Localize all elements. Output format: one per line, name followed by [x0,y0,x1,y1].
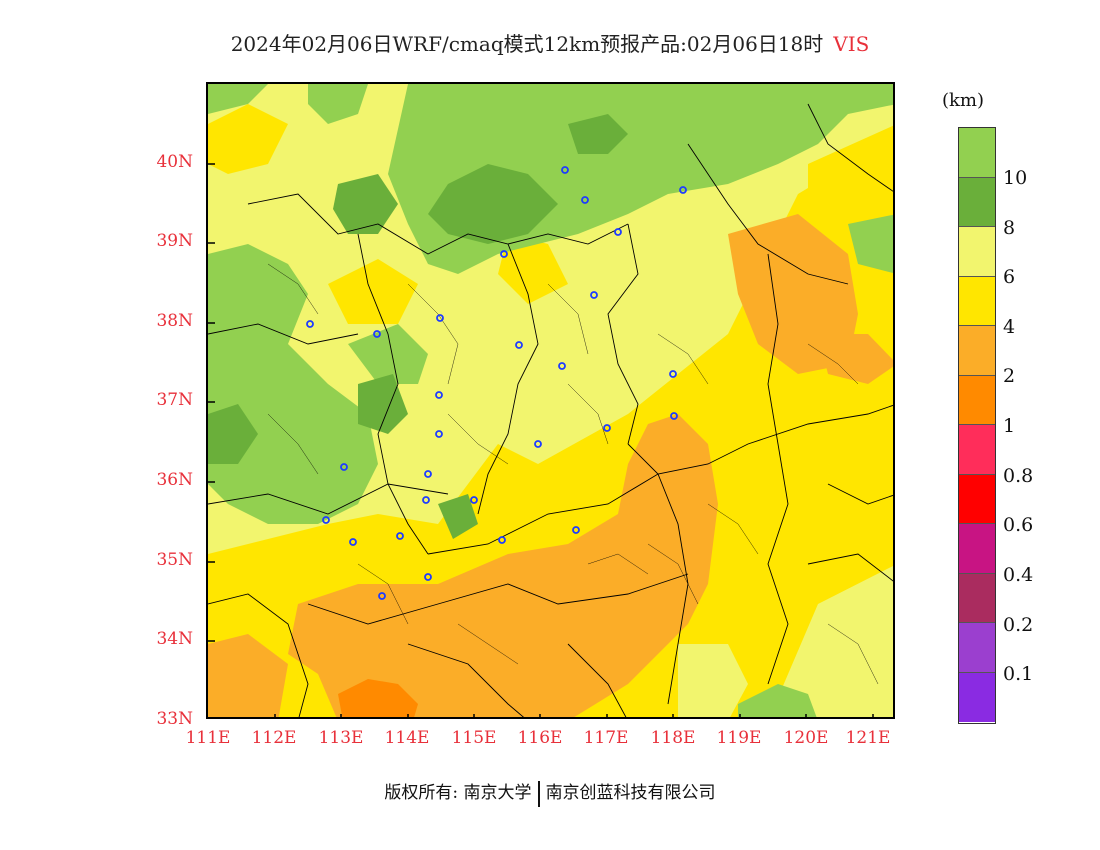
lon-label-115e: 115E [451,728,497,748]
title-main: 2024年02月06日WRF/cmaq模式12km预报产品:02月06日18时 [230,32,824,56]
lon-label-118e: 118E [650,728,696,748]
company-name: 南京创蓝科技有限公司 [545,783,716,803]
colorbar-label-2: 2 [1003,365,1016,387]
colorbar-label-0-6: 0.6 [1003,514,1034,536]
lon-label-120e: 120E [783,728,829,748]
title-variable: VIS [833,32,870,56]
colorbar-label-0-2: 0.2 [1003,614,1034,636]
colorbar-label-0-8: 0.8 [1003,465,1034,487]
colorbar-segment [959,474,995,524]
colorbar-label-10: 10 [1003,167,1028,189]
lon-label-117e: 117E [583,728,629,748]
visibility-field [208,84,893,717]
colorbar-segment [959,524,995,574]
map-title: 2024年02月06日WRF/cmaq模式12km预报产品:02月06日18时 V… [0,28,1100,57]
colorbar-segment [959,276,995,326]
colorbar-label-6: 6 [1003,266,1016,288]
colorbar-segment [959,375,995,425]
colorbar-segment [959,573,995,623]
lon-label-113e: 113E [318,728,364,748]
lon-label-112e: 112E [251,728,297,748]
colorbar-segment [959,326,995,376]
lat-label-37n: 37N [156,390,193,410]
lon-label-111e: 111E [185,728,231,748]
colorbar-segment [959,177,995,227]
lat-label-40n: 40N [156,152,193,172]
lat-label-39n: 39N [156,231,193,251]
copyright-text: 版权所有: 南京大学 [384,783,532,803]
lat-label-33n: 33N [156,709,193,729]
colorbar-segment [959,425,995,475]
lat-label-34n: 34N [156,629,193,649]
lon-label-121e: 121E [845,728,891,748]
colorbar-label-1: 1 [1003,415,1016,437]
visibility-map [206,82,895,719]
lon-label-114e: 114E [384,728,430,748]
lat-label-36n: 36N [156,470,193,490]
colorbar-label-0-1: 0.1 [1003,663,1034,685]
lon-label-119e: 119E [716,728,762,748]
lat-label-38n: 38N [156,311,193,331]
colorbar-label-4: 4 [1003,316,1016,338]
colorbar-unit: (km) [942,90,985,111]
colorbar-segment [959,227,995,277]
colorbar-segment [959,623,995,673]
colorbar-label-0-4: 0.4 [1003,564,1034,586]
colorbar-segment [959,128,995,178]
colorbar [958,127,996,724]
colorbar-segment [959,672,995,722]
lat-label-35n: 35N [156,550,193,570]
lon-label-116e: 116E [517,728,563,748]
footer-separator [537,780,540,807]
copyright-footer: 版权所有: 南京大学 南京创蓝科技有限公司 [0,778,1100,807]
colorbar-label-8: 8 [1003,217,1016,239]
